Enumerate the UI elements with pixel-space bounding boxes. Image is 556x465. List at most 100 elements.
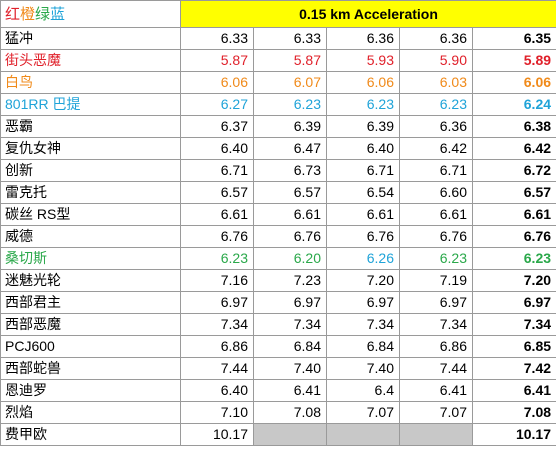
average-time-cell[interactable]: 6.24 [471, 93, 556, 116]
vehicle-name-cell[interactable]: 碳丝 RS型 [0, 203, 181, 226]
average-time-cell[interactable]: 6.35 [471, 27, 556, 50]
empty-run-cell[interactable] [399, 423, 473, 446]
run-time-cell[interactable]: 6.73 [253, 159, 327, 182]
vehicle-name-cell[interactable]: 西部蛇兽 [0, 357, 181, 380]
run-time-cell[interactable]: 6.23 [399, 93, 473, 116]
run-time-cell[interactable]: 6.42 [399, 137, 473, 160]
average-time-cell[interactable]: 6.42 [471, 137, 556, 160]
run-time-cell[interactable]: 6.84 [326, 335, 400, 358]
run-time-cell[interactable]: 6.39 [253, 115, 327, 138]
vehicle-name-cell[interactable]: 恩迪罗 [0, 379, 181, 402]
run-time-cell[interactable]: 6.54 [326, 181, 400, 204]
vehicle-name-cell[interactable]: 猛冲 [0, 27, 181, 50]
run-time-cell[interactable]: 10.17 [180, 423, 254, 446]
color-legend-cell[interactable]: 红橙绿蓝 [0, 0, 181, 28]
vehicle-name-cell[interactable]: 恶霸 [0, 115, 181, 138]
average-time-cell[interactable]: 6.06 [471, 71, 556, 94]
average-time-cell[interactable]: 6.85 [471, 335, 556, 358]
vehicle-name-cell[interactable]: 西部恶魔 [0, 313, 181, 336]
vehicle-name-cell[interactable]: 威德 [0, 225, 181, 248]
run-time-cell[interactable]: 6.4 [326, 379, 400, 402]
run-time-cell[interactable]: 7.20 [326, 269, 400, 292]
run-time-cell[interactable]: 6.61 [399, 203, 473, 226]
run-time-cell[interactable]: 6.97 [180, 291, 254, 314]
run-time-cell[interactable]: 6.97 [326, 291, 400, 314]
run-time-cell[interactable]: 5.87 [253, 49, 327, 72]
run-time-cell[interactable]: 6.76 [399, 225, 473, 248]
run-time-cell[interactable]: 6.76 [180, 225, 254, 248]
run-time-cell[interactable]: 7.44 [399, 357, 473, 380]
table-title[interactable]: 0.15 km Acceleration [179, 0, 556, 28]
run-time-cell[interactable]: 6.61 [326, 203, 400, 226]
vehicle-name-cell[interactable]: PCJ600 [0, 335, 181, 358]
run-time-cell[interactable]: 6.40 [326, 137, 400, 160]
vehicle-name-cell[interactable]: 桑切斯 [0, 247, 181, 270]
run-time-cell[interactable]: 6.61 [253, 203, 327, 226]
run-time-cell[interactable]: 6.27 [180, 93, 254, 116]
run-time-cell[interactable]: 5.87 [180, 49, 254, 72]
average-time-cell[interactable]: 7.34 [471, 313, 556, 336]
run-time-cell[interactable]: 6.36 [399, 27, 473, 50]
run-time-cell[interactable]: 7.34 [326, 313, 400, 336]
run-time-cell[interactable]: 6.71 [326, 159, 400, 182]
vehicle-name-cell[interactable]: 西部君主 [0, 291, 181, 314]
run-time-cell[interactable]: 6.76 [253, 225, 327, 248]
run-time-cell[interactable]: 7.07 [326, 401, 400, 424]
run-time-cell[interactable]: 6.06 [326, 71, 400, 94]
run-time-cell[interactable]: 7.19 [399, 269, 473, 292]
average-time-cell[interactable]: 6.97 [471, 291, 556, 314]
run-time-cell[interactable]: 6.40 [180, 137, 254, 160]
vehicle-name-cell[interactable]: 创新 [0, 159, 181, 182]
run-time-cell[interactable]: 6.71 [180, 159, 254, 182]
average-time-cell[interactable]: 6.72 [471, 159, 556, 182]
run-time-cell[interactable]: 6.40 [180, 379, 254, 402]
run-time-cell[interactable]: 7.16 [180, 269, 254, 292]
run-time-cell[interactable]: 7.34 [399, 313, 473, 336]
run-time-cell[interactable]: 6.41 [253, 379, 327, 402]
run-time-cell[interactable]: 6.84 [253, 335, 327, 358]
run-time-cell[interactable]: 6.33 [253, 27, 327, 50]
run-time-cell[interactable]: 6.39 [326, 115, 400, 138]
run-time-cell[interactable]: 7.40 [326, 357, 400, 380]
vehicle-name-cell[interactable]: 烈焰 [0, 401, 181, 424]
run-time-cell[interactable]: 6.76 [326, 225, 400, 248]
run-time-cell[interactable]: 6.86 [399, 335, 473, 358]
average-time-cell[interactable]: 6.76 [471, 225, 556, 248]
run-time-cell[interactable]: 6.23 [399, 247, 473, 270]
vehicle-name-cell[interactable]: 白鸟 [0, 71, 181, 94]
run-time-cell[interactable]: 6.23 [253, 93, 327, 116]
run-time-cell[interactable]: 6.47 [253, 137, 327, 160]
run-time-cell[interactable]: 6.37 [180, 115, 254, 138]
empty-run-cell[interactable] [326, 423, 400, 446]
run-time-cell[interactable]: 7.07 [399, 401, 473, 424]
run-time-cell[interactable]: 6.86 [180, 335, 254, 358]
run-time-cell[interactable]: 6.20 [253, 247, 327, 270]
run-time-cell[interactable]: 6.23 [180, 247, 254, 270]
vehicle-name-cell[interactable]: 街头恶魔 [0, 49, 181, 72]
run-time-cell[interactable]: 6.33 [180, 27, 254, 50]
run-time-cell[interactable]: 7.10 [180, 401, 254, 424]
run-time-cell[interactable]: 7.44 [180, 357, 254, 380]
average-time-cell[interactable]: 10.17 [471, 423, 556, 446]
run-time-cell[interactable]: 6.36 [326, 27, 400, 50]
run-time-cell[interactable]: 6.07 [253, 71, 327, 94]
run-time-cell[interactable]: 5.90 [399, 49, 473, 72]
average-time-cell[interactable]: 6.41 [471, 379, 556, 402]
average-time-cell[interactable]: 6.38 [471, 115, 556, 138]
run-time-cell[interactable]: 6.97 [253, 291, 327, 314]
run-time-cell[interactable]: 6.71 [399, 159, 473, 182]
run-time-cell[interactable]: 6.06 [180, 71, 254, 94]
run-time-cell[interactable]: 6.61 [180, 203, 254, 226]
average-time-cell[interactable]: 7.42 [471, 357, 556, 380]
run-time-cell[interactable]: 7.34 [180, 313, 254, 336]
average-time-cell[interactable]: 7.08 [471, 401, 556, 424]
run-time-cell[interactable]: 6.03 [399, 71, 473, 94]
run-time-cell[interactable]: 6.57 [253, 181, 327, 204]
empty-run-cell[interactable] [253, 423, 327, 446]
run-time-cell[interactable]: 7.34 [253, 313, 327, 336]
average-time-cell[interactable]: 5.89 [471, 49, 556, 72]
run-time-cell[interactable]: 6.97 [399, 291, 473, 314]
vehicle-name-cell[interactable]: 雷克托 [0, 181, 181, 204]
vehicle-name-cell[interactable]: 迷魅光轮 [0, 269, 181, 292]
run-time-cell[interactable]: 7.40 [253, 357, 327, 380]
